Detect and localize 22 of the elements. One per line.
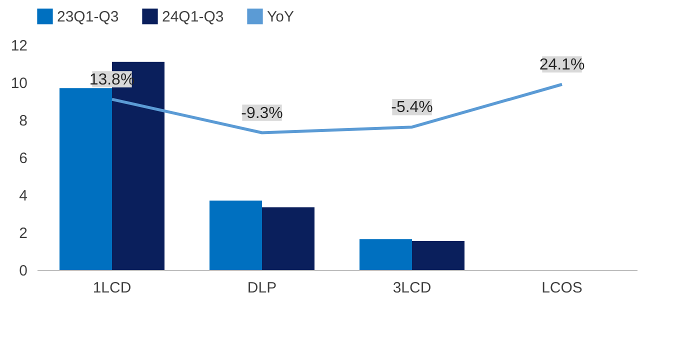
y-tick-label: 8: [19, 112, 28, 130]
bar: [360, 239, 412, 270]
y-tick-label: 4: [19, 188, 28, 204]
bar: [60, 88, 112, 270]
y-tick-label: 2: [19, 225, 28, 242]
y-tick-label: 0: [19, 262, 28, 280]
x-tick-label: DLP: [247, 280, 277, 296]
data-label: 24.1%: [539, 56, 585, 74]
legend-label: 23Q1-Q3: [57, 8, 119, 26]
y-tick-label: 6: [19, 150, 28, 167]
legend-label: 24Q1-Q3: [162, 8, 224, 26]
bar: [210, 200, 262, 270]
y-tick-label: 12: [10, 38, 28, 54]
y-tick-label: 10: [10, 75, 28, 92]
x-tick-label: 3LCD: [392, 280, 432, 296]
legend-label: YoY: [267, 8, 294, 26]
data-label: -5.4%: [391, 99, 433, 116]
data-label: -9.3%: [241, 104, 283, 122]
x-tick-label: 1LCD: [92, 280, 132, 296]
bar: [262, 207, 314, 270]
bar: [412, 240, 464, 270]
x-tick-label: LCOS: [542, 280, 582, 296]
